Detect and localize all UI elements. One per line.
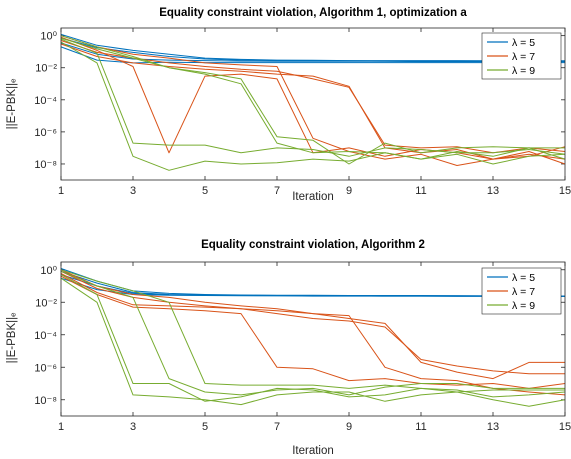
series-line-lambda-1-2 — [60, 40, 566, 154]
legend-label: λ = 9 — [512, 300, 535, 312]
x-tick-label: 13 — [487, 185, 499, 197]
series-layer — [60, 268, 566, 407]
axes-box — [60, 261, 566, 417]
series-line-lambda-2-2 — [60, 35, 566, 165]
x-tick-label: 1 — [58, 185, 64, 197]
y-ticks: 10⁰ 10⁻² 10⁻⁴ 10⁻⁶ 10⁻⁸ — [34, 265, 565, 407]
y-tick-label: 10⁻⁸ — [34, 159, 57, 171]
series-line-lambda-2-1 — [60, 274, 566, 402]
legend-label: λ = 5 — [512, 37, 535, 49]
y-tick-label: 10⁻⁴ — [34, 95, 57, 107]
series-line-lambda-1-2 — [60, 270, 565, 375]
series-line-lambda-2-1 — [60, 38, 566, 157]
x-tick-label: 3 — [130, 185, 136, 197]
x-tick-label: 1 — [58, 421, 64, 433]
x-tick-label: 13 — [487, 421, 499, 433]
series-line-lambda-2-0 — [60, 41, 566, 171]
x-tick-label: 5 — [202, 185, 208, 197]
y-tick-label: 10⁻⁴ — [34, 330, 57, 342]
y-tick-label: 10⁻⁸ — [34, 395, 57, 407]
x-tick-label: 3 — [130, 421, 136, 433]
x-tick-label: 11 — [415, 185, 426, 197]
series-line-lambda-2-3 — [60, 37, 565, 160]
x-tick-label: 11 — [415, 421, 426, 433]
x-tick-label: 7 — [274, 185, 280, 197]
x-axis-label: Iteration — [292, 445, 334, 457]
legend-label: λ = 7 — [512, 286, 535, 298]
chart-algorithm-2: Equality constraint violation, Algorithm… — [6, 239, 571, 457]
series-line-lambda-2-0 — [60, 277, 566, 407]
series-line-lambda-2-3 — [60, 269, 565, 393]
x-tick-label: 5 — [202, 421, 208, 433]
series-line-lambda-1-1 — [60, 275, 566, 389]
y-tick-label: 10⁰ — [40, 265, 57, 277]
axes-box — [60, 27, 566, 181]
x-tick-label: 15 — [559, 421, 571, 433]
x-axis-label: Iteration — [292, 191, 334, 203]
legend: λ = 5 λ = 7 λ = 9 — [481, 32, 562, 80]
y-tick-label: 10⁰ — [40, 31, 57, 43]
legend-label: λ = 9 — [512, 65, 535, 77]
series-line-lambda-0-3 — [60, 46, 565, 64]
x-tick-label: 9 — [346, 185, 352, 197]
y-axis-label: ||E-PBK||ₑ — [6, 313, 18, 364]
series-layer — [60, 33, 566, 171]
legend-label: λ = 7 — [512, 51, 535, 63]
y-tick-label: 10⁻² — [35, 297, 57, 309]
chart-title: Equality constraint violation, Algorithm… — [159, 7, 467, 19]
series-line-lambda-1-3 — [60, 269, 565, 380]
chart-algorithm-1: Equality constraint violation, Algorithm… — [6, 7, 571, 203]
series-line-lambda-1-3 — [60, 43, 566, 165]
y-tick-label: 10⁻² — [35, 63, 57, 75]
x-tick-label: 15 — [559, 185, 571, 197]
legend-label: λ = 5 — [512, 272, 535, 284]
x-tick-label: 9 — [346, 421, 352, 433]
y-ticks: 10⁰ 10⁻² 10⁻⁴ 10⁻⁶ 10⁻⁸ — [34, 31, 565, 171]
y-axis-label: ||E-PBK||ₑ — [6, 79, 18, 130]
legend: λ = 5 λ = 7 λ = 9 — [481, 267, 562, 315]
x-tick-label: 7 — [274, 421, 280, 433]
chart-title: Equality constraint violation, Algorithm… — [201, 239, 425, 251]
y-tick-label: 10⁻⁶ — [34, 362, 57, 374]
series-line-lambda-2-2 — [60, 270, 565, 396]
y-tick-label: 10⁻⁶ — [34, 127, 57, 139]
